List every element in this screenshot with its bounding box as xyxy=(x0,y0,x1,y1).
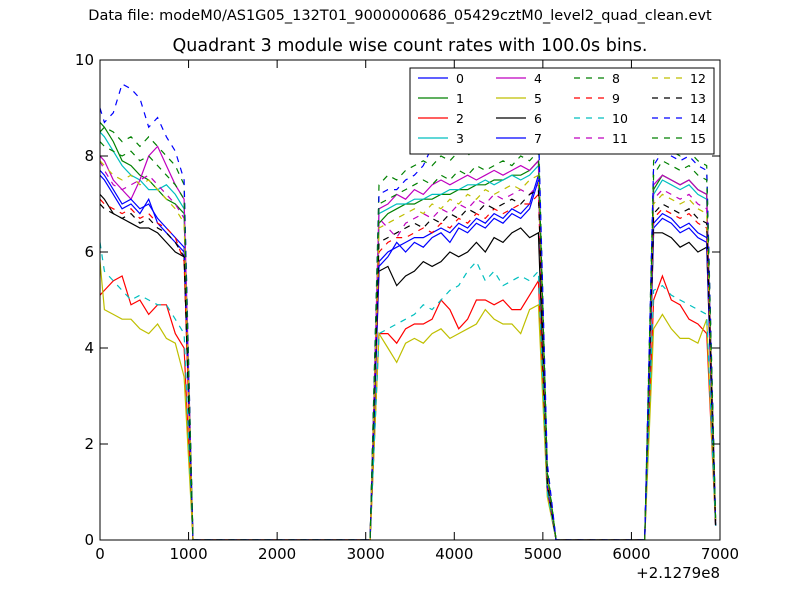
series-line-2 xyxy=(100,274,717,540)
x-tick-label: 7000 xyxy=(701,545,739,563)
legend-label: 7 xyxy=(534,131,542,146)
legend-label: 1 xyxy=(456,91,464,106)
legend-label: 9 xyxy=(612,91,620,106)
y-tick-label: 0 xyxy=(84,531,94,549)
data-file-suptitle: Data file: modeM0/AS1G05_132T01_90000006… xyxy=(88,8,712,24)
series-line-3 xyxy=(100,131,717,540)
series-line-10 xyxy=(100,242,717,540)
x-tick-label: 2000 xyxy=(258,545,296,563)
legend-label: 4 xyxy=(534,71,542,86)
legend-label: 11 xyxy=(612,131,628,146)
series-line-14 xyxy=(100,83,717,540)
legend-label: 2 xyxy=(456,111,464,126)
x-tick-label: 1000 xyxy=(169,545,207,563)
legend-label: 13 xyxy=(690,91,706,106)
y-tick-label: 2 xyxy=(84,435,94,453)
series-line-7 xyxy=(100,169,717,540)
legend-label: 10 xyxy=(612,111,628,126)
y-tick-label: 4 xyxy=(84,339,94,357)
legend-label: 3 xyxy=(456,131,464,146)
series-line-0 xyxy=(100,174,717,540)
series-lines-group xyxy=(100,83,717,540)
x-tick-label: 4000 xyxy=(435,545,473,563)
series-line-9 xyxy=(100,192,717,540)
y-tick-label: 6 xyxy=(84,243,94,261)
series-line-12 xyxy=(100,160,717,540)
y-tick-label: 10 xyxy=(75,51,94,69)
x-offset-label: +2.1279e8 xyxy=(636,564,720,582)
series-line-4 xyxy=(100,145,717,540)
legend-label: 14 xyxy=(690,111,706,126)
legend-label: 8 xyxy=(612,71,620,86)
legend-box xyxy=(409,67,715,155)
legend-label: 15 xyxy=(690,131,706,146)
plot-frame xyxy=(99,59,721,541)
series-line-13 xyxy=(100,188,717,540)
legend-label: 0 xyxy=(456,71,464,86)
series-line-5 xyxy=(100,261,717,540)
legend-label: 12 xyxy=(690,71,706,86)
legend-label: 5 xyxy=(534,91,542,106)
y-tick-label: 8 xyxy=(84,147,94,165)
legend-label: 6 xyxy=(534,111,542,126)
series-line-6 xyxy=(100,193,717,540)
x-tick-label: 6000 xyxy=(612,545,650,563)
series-line-15 xyxy=(100,141,717,540)
series-line-11 xyxy=(100,160,717,540)
x-tick-label: 3000 xyxy=(347,545,385,563)
series-line-1 xyxy=(100,121,717,540)
x-tick-label: 5000 xyxy=(524,545,562,563)
chart-title: Quadrant 3 module wise count rates with … xyxy=(172,36,648,56)
x-tick-label: 0 xyxy=(95,545,105,563)
series-line-8 xyxy=(100,126,717,540)
